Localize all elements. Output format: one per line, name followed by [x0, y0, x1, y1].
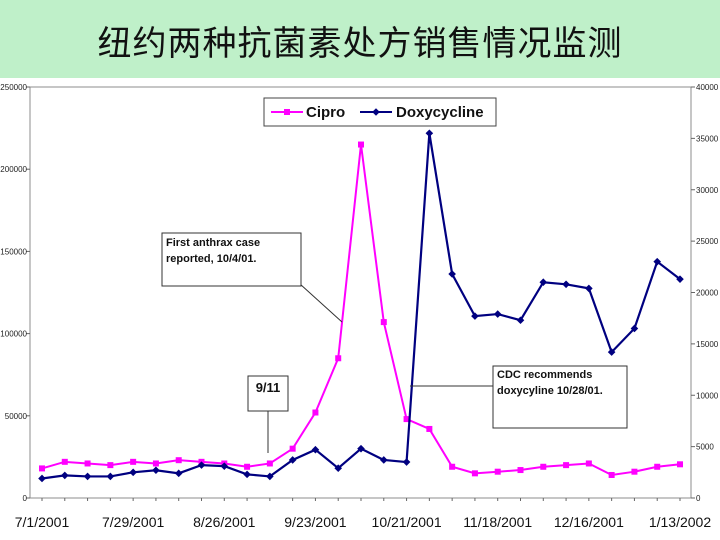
- data-point-doxycycline: [448, 270, 456, 278]
- sept11-callout-box: [247, 375, 289, 412]
- data-point-cipro: [61, 458, 68, 465]
- y-right-tick-label: 5000: [696, 443, 714, 452]
- data-point-cipro: [358, 141, 364, 148]
- data-point-cipro: [426, 425, 433, 432]
- anthrax-callout-line: [299, 283, 343, 323]
- y-left-tick-label: 0: [23, 494, 28, 503]
- data-point-cipro: [380, 319, 387, 326]
- data-point-doxycycline: [425, 129, 434, 138]
- data-point-doxycycline: [402, 458, 411, 466]
- anthrax-callout-box: [161, 232, 302, 287]
- slide-title: 纽约两种抗菌素处方销售情况监测: [97, 24, 623, 64]
- data-point-cipro: [39, 465, 45, 472]
- x-tick-label: 12/16/2001: [554, 514, 624, 530]
- x-tick-label: 1/13/2002: [649, 514, 711, 530]
- x-tick-label: 9/23/2001: [284, 514, 346, 530]
- data-point-doxycycline: [106, 472, 115, 481]
- legend-label-cipro: Cipro: [306, 104, 345, 121]
- data-point-cipro: [266, 460, 273, 467]
- y-right-tick-label: 20000: [696, 289, 719, 298]
- anthrax-callout-line-1: First anthrax case: [166, 237, 260, 249]
- data-point-cipro: [449, 463, 456, 470]
- data-point-cipro: [312, 409, 319, 416]
- data-point-cipro: [289, 445, 296, 452]
- data-point-doxycycline: [243, 470, 251, 479]
- data-point-cipro: [152, 460, 159, 467]
- data-point-cipro: [631, 468, 638, 475]
- data-point-doxycycline: [129, 468, 137, 477]
- data-point-doxycycline: [493, 310, 502, 318]
- cdc-callout-line-1: CDC recommends: [497, 369, 592, 381]
- data-point-doxycycline: [471, 312, 479, 320]
- y-left-tick-label: 150000: [0, 247, 27, 256]
- data-point-doxycycline: [197, 461, 206, 469]
- data-point-cipro: [494, 468, 501, 475]
- data-point-doxycycline: [676, 275, 684, 283]
- data-point-doxycycline: [288, 456, 297, 464]
- data-point-doxycycline: [379, 456, 388, 464]
- x-tick-label: 7/1/2001: [15, 514, 70, 530]
- data-point-doxycycline: [630, 324, 639, 333]
- y-left-tick-label: 250000: [0, 83, 27, 92]
- title-band: [0, 0, 720, 78]
- data-point-cipro: [335, 355, 342, 362]
- data-point-cipro: [471, 470, 478, 477]
- data-point-cipro: [84, 460, 91, 467]
- data-point-cipro: [517, 467, 524, 474]
- y-left-tick-label: 100000: [0, 330, 27, 339]
- data-point-doxycycline: [334, 464, 343, 473]
- y-right-tick-label: 0: [696, 494, 701, 503]
- y-left-tick-label: 50000: [5, 412, 28, 421]
- data-point-doxycycline: [311, 445, 320, 454]
- data-point-cipro: [677, 461, 683, 468]
- data-point-cipro: [403, 416, 410, 423]
- data-point-cipro: [654, 463, 661, 470]
- data-point-cipro: [130, 458, 137, 465]
- x-tick-label: 8/26/2001: [193, 514, 255, 530]
- data-point-cipro: [244, 463, 251, 470]
- data-point-doxycycline: [220, 462, 229, 470]
- y-right-tick-label: 40000: [696, 83, 719, 92]
- data-point-doxycycline: [38, 474, 46, 483]
- data-point-cipro: [563, 462, 570, 469]
- data-point-doxycycline: [516, 316, 525, 325]
- data-point-doxycycline: [585, 284, 593, 293]
- anthrax-callout-line-2: reported, 10/4/01.: [166, 253, 257, 265]
- cdc-callout-line-2: doxycyline 10/28/01.: [497, 385, 603, 397]
- data-point-doxycycline: [653, 257, 662, 266]
- data-point-doxycycline: [607, 348, 616, 356]
- data-point-doxycycline: [266, 472, 274, 481]
- data-point-doxycycline: [174, 469, 183, 478]
- legend-marker-doxycycline: [372, 108, 380, 116]
- y-right-tick-label: 10000: [696, 391, 719, 400]
- y-right-tick-label: 15000: [696, 340, 719, 349]
- data-point-doxycycline: [83, 472, 92, 481]
- data-point-doxycycline: [357, 444, 365, 453]
- data-point-cipro: [540, 463, 547, 470]
- data-point-cipro: [107, 462, 114, 469]
- data-point-cipro: [585, 460, 592, 467]
- x-tick-label: 10/21/2001: [372, 514, 442, 530]
- y-right-tick-label: 35000: [696, 134, 719, 143]
- sept11-callout-label: 9/11: [256, 380, 281, 395]
- data-point-doxycycline: [60, 471, 69, 480]
- y-right-tick-label: 25000: [696, 237, 719, 246]
- x-tick-label: 11/18/2001: [463, 514, 532, 530]
- data-point-doxycycline: [562, 280, 570, 289]
- x-tick-label: 7/29/2001: [102, 514, 164, 530]
- legend-marker-cipro: [284, 109, 290, 115]
- cdc-callout-box: [492, 365, 628, 429]
- data-point-doxycycline: [152, 466, 160, 475]
- data-point-cipro: [608, 471, 615, 478]
- legend-label-doxycycline: Doxycycline: [396, 104, 484, 121]
- data-point-doxycycline: [539, 278, 548, 287]
- data-point-cipro: [175, 457, 182, 464]
- y-right-tick-label: 30000: [696, 186, 719, 195]
- y-left-tick-label: 200000: [0, 165, 27, 174]
